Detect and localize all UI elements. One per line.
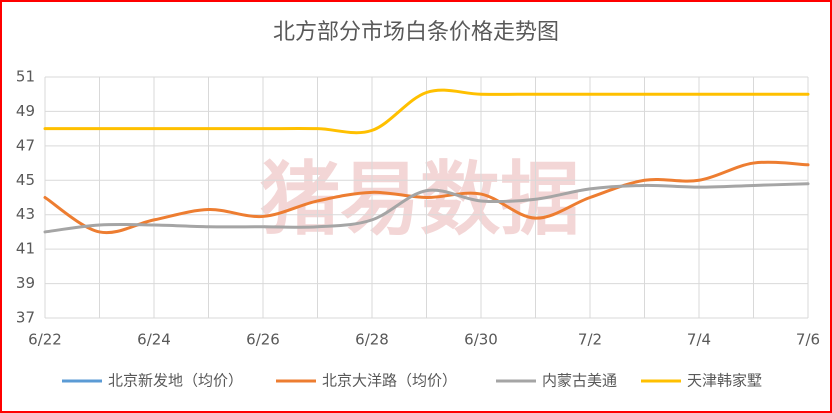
y-tick-label: 39: [16, 274, 35, 292]
x-tick-label: 7/4: [687, 331, 711, 349]
y-tick-label: 41: [16, 240, 35, 258]
x-tick-label: 6/26: [246, 331, 280, 349]
legend-label: 天津韩家墅: [687, 372, 762, 390]
x-tick-label: 6/22: [28, 331, 62, 349]
x-tick-label: 7/6: [796, 331, 820, 349]
y-tick-label: 47: [16, 136, 35, 154]
x-tick-label: 6/30: [464, 331, 498, 349]
series-line: [43, 160, 810, 235]
y-tick-label: 43: [16, 205, 35, 223]
x-tick-label: 6/28: [355, 331, 389, 349]
y-tick-label: 45: [16, 171, 35, 189]
y-tick-label: 37: [16, 309, 35, 327]
y-tick-label: 51: [16, 68, 35, 86]
legend-label: 北京大洋路（均价）: [322, 372, 457, 390]
legend-label: 北京新发地（均价）: [108, 372, 243, 390]
x-tick-label: 7/2: [578, 331, 602, 349]
series-line: [43, 182, 810, 234]
legend-label: 内蒙古美通: [542, 372, 617, 390]
chart-title: 北方部分市场白条价格走势图: [273, 20, 559, 45]
series-line: [43, 88, 810, 135]
x-tick-label: 6/24: [137, 331, 171, 349]
y-tick-label: 49: [16, 102, 35, 120]
